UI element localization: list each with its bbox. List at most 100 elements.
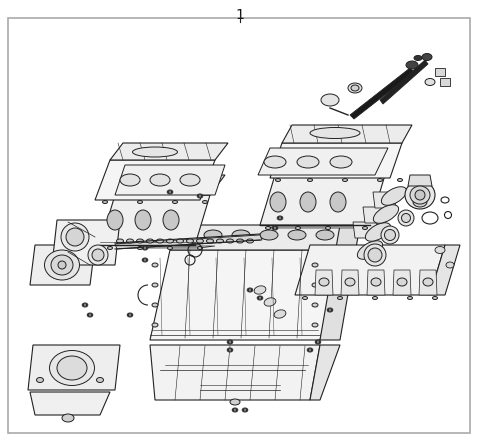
Ellipse shape xyxy=(152,263,158,267)
Ellipse shape xyxy=(274,227,276,229)
Ellipse shape xyxy=(414,56,422,60)
Ellipse shape xyxy=(265,227,271,229)
Ellipse shape xyxy=(277,216,283,220)
Ellipse shape xyxy=(137,201,143,203)
Ellipse shape xyxy=(177,239,183,243)
Ellipse shape xyxy=(57,356,87,380)
Ellipse shape xyxy=(336,158,354,168)
Ellipse shape xyxy=(257,296,263,300)
Ellipse shape xyxy=(127,313,133,317)
Ellipse shape xyxy=(142,246,148,250)
Ellipse shape xyxy=(168,191,172,193)
Ellipse shape xyxy=(381,226,399,244)
Ellipse shape xyxy=(137,247,143,250)
Ellipse shape xyxy=(180,174,200,186)
Ellipse shape xyxy=(258,297,262,299)
Ellipse shape xyxy=(116,178,134,188)
Ellipse shape xyxy=(197,247,203,250)
Ellipse shape xyxy=(247,288,253,292)
Ellipse shape xyxy=(249,289,252,291)
Polygon shape xyxy=(341,270,359,295)
Polygon shape xyxy=(30,245,95,285)
Ellipse shape xyxy=(432,296,437,299)
Polygon shape xyxy=(367,270,385,295)
Ellipse shape xyxy=(401,213,410,223)
Ellipse shape xyxy=(315,340,321,344)
Ellipse shape xyxy=(302,296,308,299)
Polygon shape xyxy=(30,392,110,415)
Ellipse shape xyxy=(227,340,233,344)
Polygon shape xyxy=(350,68,414,119)
Ellipse shape xyxy=(144,259,146,261)
Ellipse shape xyxy=(278,217,282,219)
Ellipse shape xyxy=(410,186,430,204)
Ellipse shape xyxy=(228,349,231,351)
Ellipse shape xyxy=(377,179,383,182)
Ellipse shape xyxy=(296,227,300,229)
Polygon shape xyxy=(258,148,388,175)
Polygon shape xyxy=(430,245,460,295)
Ellipse shape xyxy=(117,239,123,243)
Polygon shape xyxy=(100,195,210,245)
Polygon shape xyxy=(115,165,225,195)
Polygon shape xyxy=(315,270,333,295)
Ellipse shape xyxy=(172,201,178,203)
Ellipse shape xyxy=(264,298,276,306)
Polygon shape xyxy=(320,225,360,340)
Ellipse shape xyxy=(264,156,286,168)
Ellipse shape xyxy=(312,303,318,307)
Ellipse shape xyxy=(66,228,84,246)
Polygon shape xyxy=(353,222,377,238)
Ellipse shape xyxy=(307,348,313,352)
Ellipse shape xyxy=(227,239,233,243)
Ellipse shape xyxy=(362,227,368,229)
Ellipse shape xyxy=(152,283,158,287)
Polygon shape xyxy=(363,207,387,223)
Ellipse shape xyxy=(397,179,403,182)
Ellipse shape xyxy=(146,239,154,243)
Ellipse shape xyxy=(405,181,435,209)
Ellipse shape xyxy=(330,156,352,168)
Ellipse shape xyxy=(84,304,86,306)
Ellipse shape xyxy=(425,78,435,86)
Ellipse shape xyxy=(51,255,73,275)
Ellipse shape xyxy=(237,239,243,243)
Ellipse shape xyxy=(306,158,324,168)
Polygon shape xyxy=(295,245,445,295)
Ellipse shape xyxy=(167,190,173,194)
Polygon shape xyxy=(275,155,395,175)
Ellipse shape xyxy=(372,296,377,299)
Ellipse shape xyxy=(316,341,320,343)
Ellipse shape xyxy=(62,414,74,422)
Ellipse shape xyxy=(325,227,331,229)
Ellipse shape xyxy=(272,226,278,230)
Ellipse shape xyxy=(82,303,88,307)
Polygon shape xyxy=(310,345,340,400)
Ellipse shape xyxy=(88,314,92,316)
Ellipse shape xyxy=(435,247,445,254)
Ellipse shape xyxy=(254,286,266,294)
Ellipse shape xyxy=(87,313,93,317)
Ellipse shape xyxy=(337,296,343,299)
Ellipse shape xyxy=(108,247,112,250)
Polygon shape xyxy=(419,270,437,295)
Ellipse shape xyxy=(92,249,104,261)
Polygon shape xyxy=(28,345,120,390)
Ellipse shape xyxy=(247,239,253,243)
Ellipse shape xyxy=(312,263,318,267)
Ellipse shape xyxy=(351,85,359,91)
Ellipse shape xyxy=(198,195,202,197)
Ellipse shape xyxy=(45,250,80,280)
Polygon shape xyxy=(270,143,402,178)
Ellipse shape xyxy=(232,230,250,240)
Polygon shape xyxy=(380,60,428,104)
Polygon shape xyxy=(282,125,412,143)
Ellipse shape xyxy=(103,201,108,203)
Ellipse shape xyxy=(163,210,179,230)
Polygon shape xyxy=(170,225,360,250)
Ellipse shape xyxy=(197,194,203,198)
Ellipse shape xyxy=(309,156,361,168)
Ellipse shape xyxy=(152,303,158,307)
Polygon shape xyxy=(265,226,388,228)
Polygon shape xyxy=(260,175,385,225)
